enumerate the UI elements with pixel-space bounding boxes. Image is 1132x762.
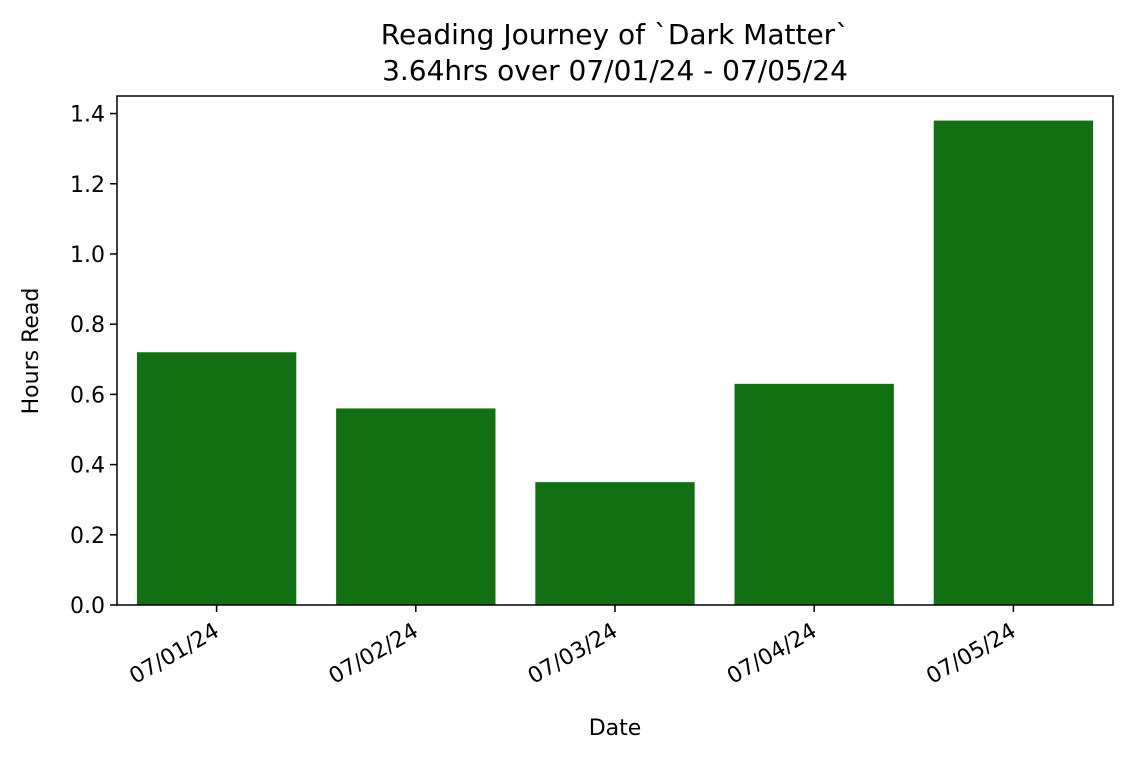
x-tick-label: 07/01/24 bbox=[126, 619, 224, 690]
y-tick-label: 0.4 bbox=[70, 454, 105, 479]
bar-07-02-24 bbox=[336, 408, 496, 605]
y-tick-label: 1.0 bbox=[70, 243, 105, 268]
y-tick-label: 0.2 bbox=[70, 524, 105, 549]
chart-subtitle: 3.64hrs over 07/01/24 - 07/05/24 bbox=[382, 54, 848, 87]
bar-07-05-24 bbox=[933, 120, 1094, 605]
x-axis-label: Date bbox=[589, 716, 642, 741]
bars-group bbox=[136, 120, 1094, 605]
y-axis-label: Hours Read bbox=[19, 288, 44, 415]
x-axis-ticks: 07/01/24 07/02/24 07/03/24 07/04/24 07/05/24 bbox=[126, 605, 1020, 690]
x-tick-label: 07/02/24 bbox=[325, 619, 423, 690]
bar-07-04-24 bbox=[734, 383, 894, 605]
chart-title: Reading Journey of `Dark Matter` bbox=[381, 18, 849, 51]
y-tick-label: 1.2 bbox=[70, 173, 105, 198]
bar-07-01-24 bbox=[136, 352, 297, 605]
y-axis-ticks: 0.0 0.2 0.4 0.6 0.8 1.0 1.2 1.4 bbox=[70, 103, 117, 619]
y-tick-label: 0.8 bbox=[70, 313, 105, 338]
y-tick-label: 0.0 bbox=[70, 594, 105, 619]
bar-07-03-24 bbox=[535, 482, 695, 605]
x-tick-label: 07/05/24 bbox=[922, 619, 1020, 690]
plot-frame bbox=[116, 95, 1114, 606]
y-tick-label: 1.4 bbox=[70, 103, 105, 128]
x-tick-label: 07/03/24 bbox=[524, 619, 622, 690]
y-tick-label: 0.6 bbox=[70, 383, 105, 408]
x-tick-label: 07/04/24 bbox=[723, 619, 821, 690]
